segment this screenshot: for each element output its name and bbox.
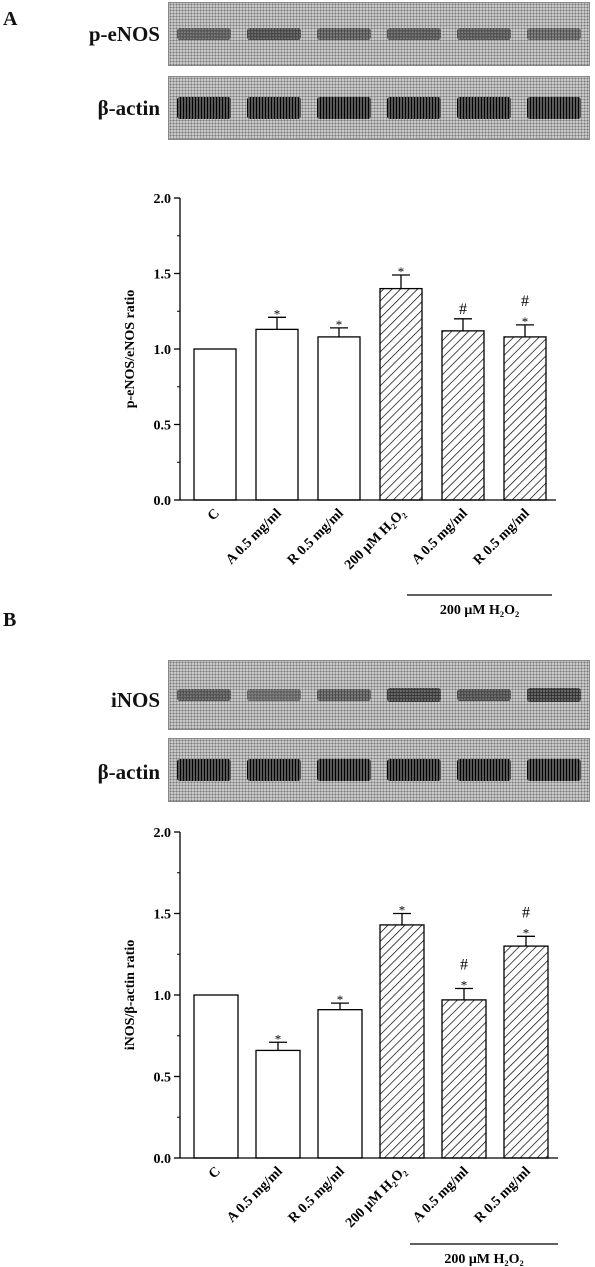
y-tick-label: 2.0 <box>154 826 172 841</box>
bar-2 <box>255 328 299 501</box>
x-tick-label: 200 μM H₂O₂ <box>343 1164 410 1231</box>
star-annotation: * <box>398 264 405 279</box>
blot-b2-band-1 <box>176 759 232 781</box>
star-annotation: * <box>337 992 344 1007</box>
hash-annotation: # <box>459 301 467 318</box>
blot-a2-band-1 <box>176 97 232 119</box>
star-annotation: * <box>275 1031 282 1046</box>
bar-4 <box>379 287 423 501</box>
group-label: 200 μM H₂O₂ <box>444 1252 523 1267</box>
blot-b2-band-6 <box>526 759 582 781</box>
chart-a: 0.0 0.5 1.0 1.5 2.0 p-eNOS/eNOS ratio C * A 0.5 … <box>123 192 556 618</box>
hash-annotation: # <box>521 293 529 310</box>
bar-5 <box>441 330 485 501</box>
blot-b1-band-2 <box>246 689 302 701</box>
x-tick-label: R 0.5 mg/ml <box>286 1164 348 1226</box>
blot-b1-label: iNOS <box>110 688 160 712</box>
blot-a1-band-4 <box>386 27 442 41</box>
bar-1 <box>193 348 237 501</box>
x-tick-label: A 0.5 mg/ml <box>223 506 285 568</box>
blot-b1-band-6 <box>526 688 582 702</box>
blot-b1-band-5 <box>456 688 512 702</box>
bar-2 <box>255 1049 301 1159</box>
blot-a1-band-1 <box>176 27 232 41</box>
star-annotation: * <box>399 903 406 918</box>
bar-1 <box>193 994 239 1159</box>
blot-b1-band-3 <box>316 688 372 702</box>
x-tick-label: R 0.5 mg/ml <box>472 1164 534 1226</box>
y-axis-label: iNOS/β-actin ratio <box>123 940 138 1050</box>
x-tick-label: C <box>205 506 223 524</box>
blot-b2-band-2 <box>246 759 302 781</box>
blot-b2-band-5 <box>456 759 512 781</box>
star-annotation: * <box>336 317 343 332</box>
star-annotation: * <box>523 925 530 940</box>
panel-b-letter: B <box>3 609 17 631</box>
blot-a1-strip <box>168 2 590 66</box>
bar-6 <box>503 945 549 1159</box>
x-tick-label: R 0.5 mg/ml <box>285 506 347 568</box>
blot-a1-band-5 <box>456 27 512 41</box>
panel-a-letter: A <box>3 8 18 30</box>
blot-a1-band-6 <box>526 28 582 40</box>
y-tick-label: 1.5 <box>154 268 172 283</box>
blot-a1-band-3 <box>316 27 372 41</box>
x-tick-label: R 0.5 mg/ml <box>471 506 533 568</box>
blot-b2-strip <box>168 738 590 802</box>
blot-a1-band-2 <box>246 27 302 41</box>
bar-6 <box>503 336 547 501</box>
y-axis-label: p-eNOS/eNOS ratio <box>123 290 138 409</box>
y-tick-label: 0.0 <box>154 1152 172 1167</box>
hash-annotation: # <box>460 956 468 973</box>
blot-b1-band-4 <box>386 688 442 702</box>
y-tick-label: 1.0 <box>154 989 172 1004</box>
hash-annotation: # <box>522 904 530 921</box>
x-tick-label: A 0.5 mg/ml <box>410 1164 472 1226</box>
blot-b1-band-1 <box>176 688 232 702</box>
x-tick-label: A 0.5 mg/ml <box>224 1164 286 1226</box>
x-tick-label: 200 μM H₂O₂ <box>342 506 409 573</box>
group-label: 200 μM H₂O₂ <box>440 603 519 618</box>
chart-b: 0.0 0.5 1.0 1.5 2.0 iNOS/β-actin ratio C * A 0.5… <box>123 826 558 1267</box>
blot-a2-label: β-actin <box>97 96 160 120</box>
blot-a2-strip <box>168 76 590 140</box>
y-tick-label: 0.5 <box>154 1071 172 1086</box>
blot-a2-band-5 <box>456 97 512 119</box>
y-tick-label: 2.0 <box>154 192 172 207</box>
y-tick-label: 1.0 <box>154 343 172 358</box>
x-tick-label: A 0.5 mg/ml <box>409 506 471 568</box>
x-tick-label: C <box>206 1164 224 1182</box>
blot-b2-band-3 <box>316 759 372 781</box>
blot-a1-label: p-eNOS <box>88 22 160 46</box>
bar-3 <box>317 1009 363 1159</box>
blot-b1-strip <box>168 660 590 730</box>
blot-b2-band-4 <box>386 759 442 781</box>
bar-3 <box>317 336 361 501</box>
blot-a2-band-3 <box>316 97 372 119</box>
blot-b2-label: β-actin <box>97 760 160 784</box>
bar-5 <box>441 999 487 1159</box>
y-tick-label: 0.5 <box>154 419 172 434</box>
blot-a2-band-4 <box>386 97 442 119</box>
star-annotation: * <box>274 306 281 321</box>
star-annotation: * <box>461 977 468 992</box>
y-tick-label: 1.5 <box>154 908 172 923</box>
blot-a2-band-6 <box>526 97 582 119</box>
blot-a2-band-2 <box>246 97 302 119</box>
star-annotation: * <box>522 314 529 329</box>
bar-4 <box>379 924 425 1159</box>
y-tick-label: 0.0 <box>154 494 172 509</box>
